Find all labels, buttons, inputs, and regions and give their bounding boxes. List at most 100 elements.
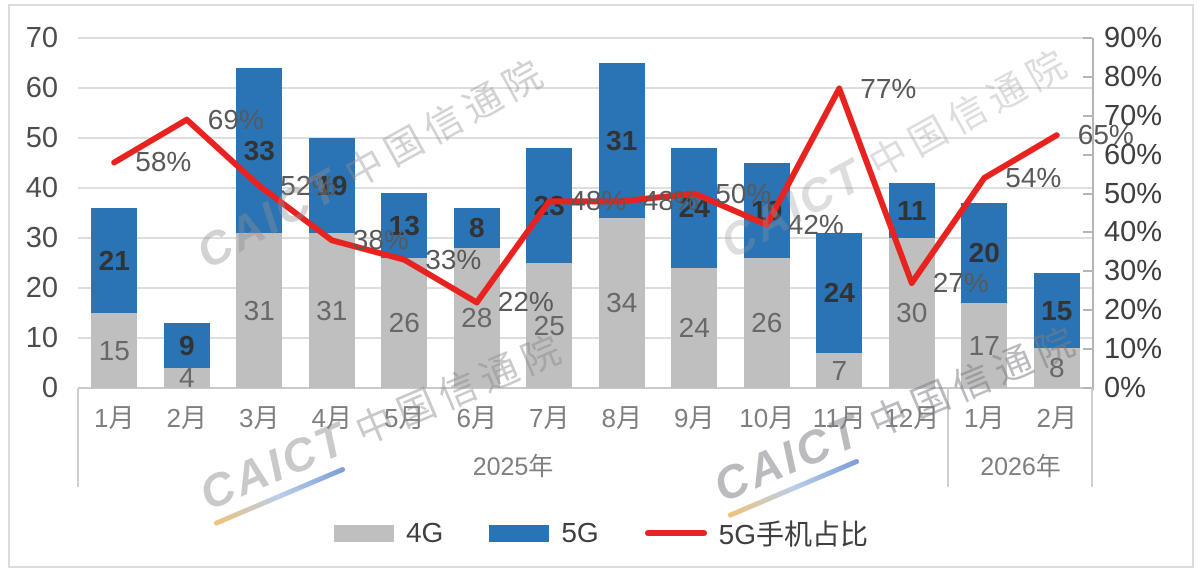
month-tick-label: 6月	[456, 403, 497, 433]
percent-label: 65%	[1077, 119, 1134, 151]
percent-label: 42%	[787, 208, 844, 240]
right-axis-tick	[1083, 309, 1092, 312]
left-axis-tick-label: 0	[41, 372, 58, 404]
left-axis-tick-label: 10	[25, 322, 58, 354]
right-axis-tick	[1083, 270, 1092, 273]
axis-group-separator	[1091, 388, 1093, 487]
right-axis-tick-label: 70%	[1104, 99, 1163, 132]
month-tick-label: 5月	[384, 403, 425, 433]
right-axis-tick	[1083, 387, 1092, 389]
month-tick-label: 1月	[94, 403, 135, 433]
month-tick-label: 4月	[311, 403, 352, 433]
month-tick-label: 8月	[601, 403, 642, 433]
legend-swatch-4g	[333, 524, 394, 542]
right-axis-tick	[1083, 348, 1092, 351]
percent-label: 50%	[715, 177, 772, 209]
right-axis-tick-label: 80%	[1104, 60, 1163, 93]
percent-label: 27%	[932, 267, 989, 298]
legend-label-4g: 4G	[405, 517, 444, 548]
bar-label-5g: 8	[468, 212, 485, 243]
percent-label: 52%	[280, 169, 337, 201]
month-tick-label: 3月	[239, 403, 280, 433]
right-axis-tick-label: 20%	[1104, 294, 1163, 327]
bar-5g-segment	[163, 323, 210, 368]
right-axis-tick	[1083, 37, 1092, 39]
percent-label: 48%	[642, 185, 699, 217]
bar-label-5g: 21	[98, 244, 130, 276]
percent-label: 69%	[207, 103, 264, 135]
right-axis-tick	[1083, 75, 1092, 78]
right-axis-tick-label: 0%	[1104, 372, 1146, 404]
percent-label: 22%	[497, 286, 554, 318]
left-axis-tick-label: 40	[25, 172, 58, 204]
right-axis-tick-label: 60%	[1104, 138, 1163, 171]
month-tick-label: 10月	[739, 403, 795, 433]
month-tick-label: 11月	[812, 403, 866, 433]
bar-label-5g: 20	[968, 237, 1000, 268]
legend-line-marker-5g-share	[644, 530, 707, 536]
month-tick-label: 7月	[529, 403, 570, 433]
legend-label-5g-share: 5G手机占比	[718, 519, 869, 550]
month-tick-label: 12月	[884, 403, 940, 433]
percent-label: 48%	[570, 185, 627, 217]
right-axis-tick-label: 50%	[1104, 177, 1163, 210]
right-axis-tick	[1083, 231, 1092, 234]
bar-label-5g: 11	[896, 194, 927, 226]
bar-4g-segment	[91, 313, 138, 388]
bar-label-4g: 17	[968, 329, 1000, 361]
bar-4g-segment	[1033, 348, 1080, 388]
bar-label-4g: 31	[316, 294, 348, 326]
bar-label-5g: 24	[823, 277, 855, 308]
percent-label: 54%	[1005, 162, 1062, 193]
left-axis-tick-label: 50	[25, 122, 58, 154]
bar-label-4g: 8	[1048, 352, 1065, 383]
right-axis-line	[1092, 38, 1094, 390]
bar-label-4g: 24	[678, 312, 710, 343]
right-axis-tick	[1083, 192, 1092, 195]
month-tick-label: 2月	[1036, 403, 1077, 433]
bar-label-4g: 30	[896, 297, 928, 328]
bar-label-5g: 9	[178, 329, 195, 361]
gridline	[78, 237, 1093, 239]
legend: 4G 5G 5G手机占比	[0, 513, 1202, 553]
percent-label: 38%	[352, 224, 409, 256]
left-axis-tick-label: 60	[25, 72, 58, 104]
right-axis-tick-label: 40%	[1104, 216, 1163, 249]
x-axis-line	[78, 387, 1093, 389]
gridline	[78, 337, 1093, 339]
left-axis-tick-label: 70	[25, 22, 58, 54]
bar-label-4g: 31	[243, 294, 275, 326]
bar-label-5g: 31	[606, 124, 638, 156]
right-axis-tick-label: 90%	[1104, 22, 1163, 54]
bar-label-4g: 15	[98, 334, 130, 366]
percent-label: 58%	[135, 146, 192, 178]
bar-label-4g: 34	[606, 287, 638, 318]
bar-4g-segment	[816, 353, 863, 388]
year-group-label: 2025年	[472, 453, 554, 481]
month-tick-label: 1月	[964, 403, 1005, 433]
bar-label-4g: 26	[751, 307, 783, 338]
percent-label: 33%	[425, 243, 482, 275]
bar-4g-segment	[961, 303, 1008, 388]
legend-label-5g: 5G	[561, 517, 599, 548]
axis-group-separator	[947, 388, 949, 487]
bar-label-5g: 33	[243, 134, 275, 166]
right-axis-tick	[1083, 153, 1092, 156]
bar-label-4g: 7	[831, 354, 848, 386]
right-axis-tick	[1083, 114, 1092, 117]
gridline	[78, 37, 1093, 39]
left-axis-tick-label: 30	[25, 222, 58, 254]
bar-label-4g: 4	[178, 362, 195, 393]
month-tick-label: 2月	[166, 403, 207, 433]
legend-swatch-5g	[489, 524, 550, 542]
bar-4g-segment	[163, 368, 210, 388]
right-axis-tick-label: 30%	[1104, 255, 1163, 288]
bar-label-4g: 28	[461, 302, 493, 333]
bar-label-4g: 26	[388, 307, 420, 338]
month-tick-label: 9月	[674, 403, 715, 433]
axis-group-separator	[77, 388, 79, 487]
year-group-label: 2026年	[980, 453, 1061, 481]
right-axis-tick-label: 10%	[1104, 333, 1163, 366]
